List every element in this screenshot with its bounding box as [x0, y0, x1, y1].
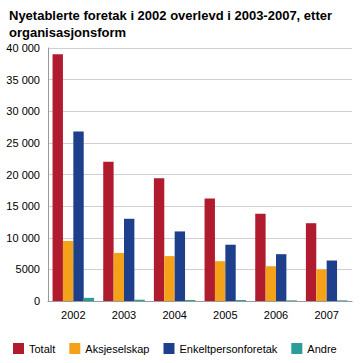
- svg-text:35 000: 35 000: [6, 74, 40, 86]
- svg-text:10 000: 10 000: [6, 232, 40, 244]
- svg-text:20 000: 20 000: [6, 169, 40, 181]
- svg-text:2004: 2004: [162, 309, 186, 321]
- svg-text:organisasjonsform: organisasjonsform: [9, 25, 126, 40]
- svg-text:Totalt: Totalt: [29, 343, 55, 355]
- svg-text:2005: 2005: [213, 309, 237, 321]
- svg-text:Andre: Andre: [307, 343, 336, 355]
- svg-text:2006: 2006: [264, 309, 288, 321]
- svg-text:Enkeltpersonforetak: Enkeltpersonforetak: [179, 343, 277, 355]
- svg-text:5000: 5000: [16, 263, 40, 275]
- svg-text:2007: 2007: [314, 309, 338, 321]
- svg-text:2003: 2003: [112, 309, 136, 321]
- svg-text:25 000: 25 000: [6, 137, 40, 149]
- svg-text:Aksjeselskap: Aksjeselskap: [85, 343, 149, 355]
- svg-text:0: 0: [34, 295, 40, 307]
- svg-text:15 000: 15 000: [6, 200, 40, 212]
- svg-text:Nyetablerte foretak i 2002 ove: Nyetablerte foretak i 2002 overlevd i 20…: [9, 8, 336, 23]
- svg-text:40 000: 40 000: [6, 42, 40, 54]
- svg-text:30 000: 30 000: [6, 105, 40, 117]
- svg-text:2002: 2002: [61, 309, 85, 321]
